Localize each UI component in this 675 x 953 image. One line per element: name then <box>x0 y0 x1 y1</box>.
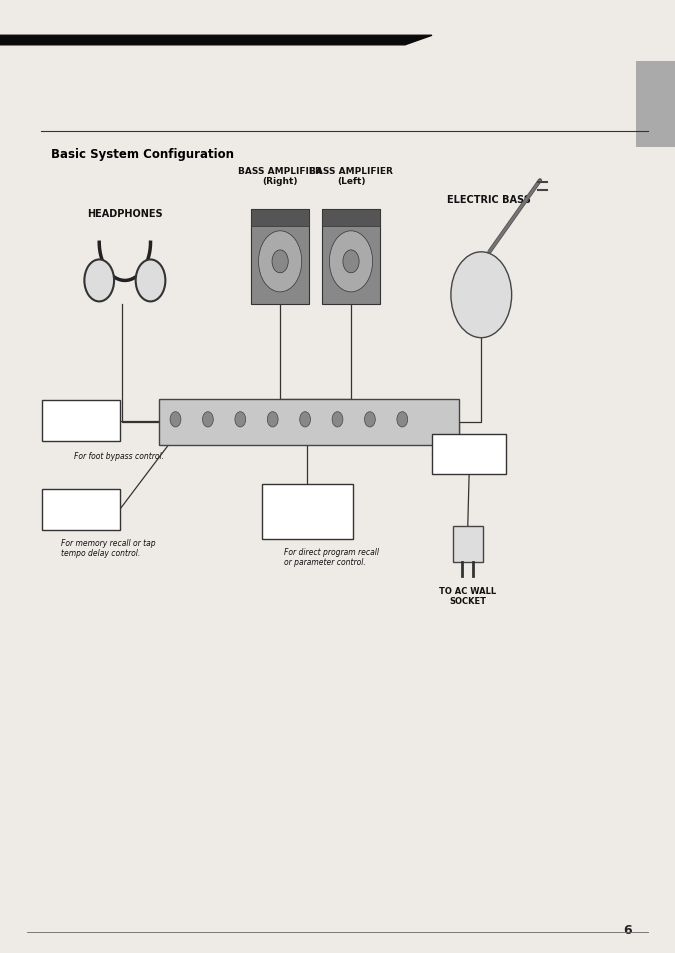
Bar <box>159 399 459 445</box>
Circle shape <box>364 413 375 428</box>
Text: 6: 6 <box>624 923 632 936</box>
Circle shape <box>202 413 213 428</box>
Circle shape <box>343 251 359 274</box>
Circle shape <box>329 232 373 293</box>
Bar <box>323 210 379 227</box>
Circle shape <box>235 413 246 428</box>
Circle shape <box>267 413 278 428</box>
Circle shape <box>272 251 288 274</box>
Circle shape <box>170 413 181 428</box>
Text: Basic System Configuration: Basic System Configuration <box>51 148 234 161</box>
Text: ELECTRIC BASS: ELECTRIC BASS <box>448 195 531 205</box>
Bar <box>323 210 379 305</box>
Text: For memory recall or tap
tempo delay control.: For memory recall or tap tempo delay con… <box>61 537 155 558</box>
Text: MFC1 or MFC05
MIDI FOOT
CONTROLLER: MFC1 or MFC05 MIDI FOOT CONTROLLER <box>267 497 347 527</box>
Text: AC ADAPTOR: AC ADAPTOR <box>436 450 502 459</box>
Text: FC4 or FC5
FOOTSWITCH: FC4 or FC5 FOOTSWITCH <box>47 412 115 431</box>
Text: FC4 or FC5
FOOTSWITCH: FC4 or FC5 FOOTSWITCH <box>47 500 115 519</box>
Text: For direct program recall
or parameter control.: For direct program recall or parameter c… <box>284 547 379 566</box>
Text: BASS AMPLIFIER
(Right): BASS AMPLIFIER (Right) <box>238 167 322 186</box>
Bar <box>432 435 506 475</box>
Circle shape <box>136 260 165 302</box>
Bar <box>453 526 483 562</box>
Text: For foot bypass control.: For foot bypass control. <box>74 451 164 460</box>
Circle shape <box>84 260 114 302</box>
Bar <box>251 210 308 305</box>
Bar <box>261 484 352 539</box>
Bar <box>42 400 120 441</box>
Circle shape <box>300 413 310 428</box>
Text: YAMAHA FX500B: YAMAHA FX500B <box>256 408 302 414</box>
Circle shape <box>332 413 343 428</box>
Circle shape <box>397 413 408 428</box>
Text: HEADPHONES: HEADPHONES <box>87 210 163 219</box>
Text: BASS AMPLIFIER
(Left): BASS AMPLIFIER (Left) <box>309 167 393 186</box>
Text: TO AC WALL
SOCKET: TO AC WALL SOCKET <box>439 586 496 605</box>
Bar <box>42 490 120 530</box>
Bar <box>251 210 308 227</box>
Circle shape <box>259 232 302 293</box>
Polygon shape <box>0 36 432 46</box>
Bar <box>636 62 675 148</box>
Circle shape <box>451 253 512 338</box>
